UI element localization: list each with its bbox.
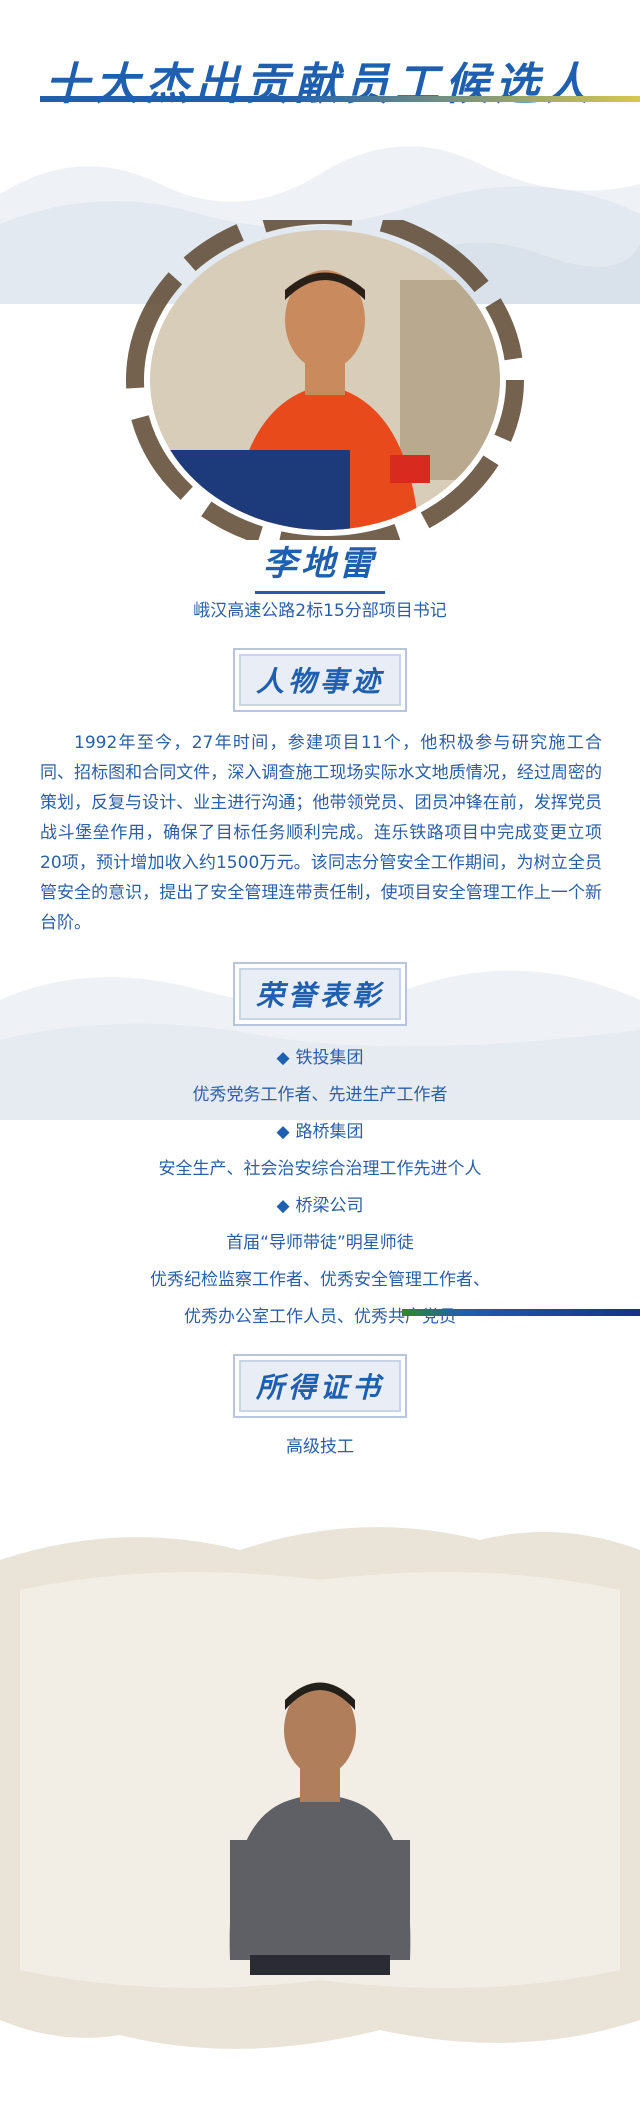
page-title: 十大杰出贡献员工候选人: [45, 59, 595, 110]
section-label-honors: 荣誉表彰: [0, 962, 640, 1026]
certificate-text: 高级技工: [286, 1437, 354, 1457]
diamond-icon: ◆: [276, 1048, 290, 1068]
mountain-wash-middle: [0, 970, 640, 1120]
story-label: 人物事迹: [233, 648, 407, 712]
name-underline: [255, 591, 385, 594]
honor-detail-3a: 首届“导师带徒”明星师徒: [226, 1233, 414, 1253]
honor-detail-3b: 优秀纪检监察工作者、优秀安全管理工作者、: [150, 1270, 490, 1290]
honors-list: ◆ 铁投集团 优秀党务工作者、先进生产工作者 ◆ 路桥集团 安全生产、社会治安综合治…: [0, 1040, 640, 1336]
section-label-certificates: 所得证书: [0, 1354, 640, 1418]
certificates-label: 所得证书: [233, 1354, 407, 1418]
honor-org-2: ◆ 路桥集团: [0, 1114, 640, 1151]
honors-label: 荣誉表彰: [233, 962, 407, 1026]
portrait-photo: [126, 220, 524, 540]
honor-org-3: ◆ 桥梁公司: [0, 1188, 640, 1225]
honor-detail-3c: 优秀办公室工作人员、优秀共产党员: [184, 1307, 456, 1327]
diamond-icon: ◆: [276, 1196, 290, 1216]
story-paragraph: 1992年至今，27年时间，参建项目11个，他积极参与研究施工合同、招标图和合同…: [40, 733, 602, 933]
section-label-story: 人物事迹: [0, 648, 640, 712]
honor-detail-1: 优秀党务工作者、先进生产工作者: [192, 1085, 448, 1105]
person-name-block: 李地雷: [0, 536, 640, 594]
brush-stroke-decoration: [402, 1309, 640, 1316]
person-name: 李地雷: [263, 544, 377, 584]
title-underline: [40, 96, 640, 102]
honor-org-1: ◆ 铁投集团: [0, 1040, 640, 1077]
honor-detail-2: 安全生产、社会治安综合治理工作先进个人: [158, 1159, 482, 1179]
bottom-portrait-photo: [0, 1527, 640, 2049]
story-text: 1992年至今，27年时间，参建项目11个，他积极参与研究施工合同、招标图和合同…: [40, 728, 602, 938]
diamond-icon: ◆: [276, 1122, 290, 1142]
person-position: 峨汉高速公路2标15分部项目书记: [193, 601, 447, 621]
